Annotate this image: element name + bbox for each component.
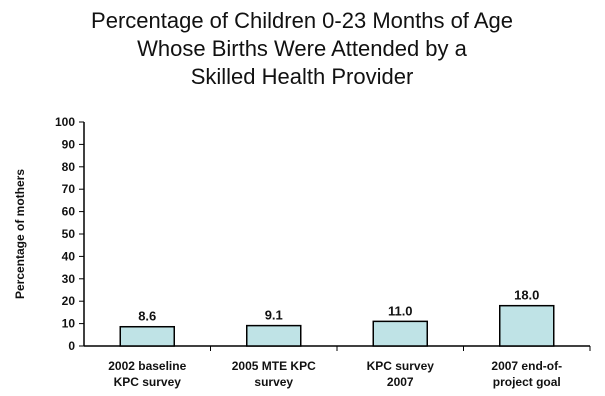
bar	[246, 324, 302, 347]
y-tick-label: 20	[62, 294, 76, 308]
x-category-label: 2005 MTE KPC	[232, 359, 316, 373]
bar	[119, 325, 175, 347]
bar	[499, 304, 555, 347]
y-tick-label: 10	[62, 317, 76, 331]
y-tick-label: 60	[62, 205, 76, 219]
y-tick-label: 70	[62, 182, 76, 196]
x-category-label: 2007	[387, 375, 414, 389]
chart-title-line: Percentage of Children 0-23 Months of Ag…	[91, 8, 513, 33]
x-category-label: 2007 end-of-	[491, 359, 562, 373]
y-tick-label: 0	[68, 339, 75, 353]
bar-data-label: 8.6	[138, 309, 156, 324]
bar-data-label: 9.1	[265, 308, 283, 323]
y-tick-label: 100	[55, 115, 75, 129]
x-category-label: project goal	[493, 375, 561, 389]
y-tick-label: 90	[62, 137, 76, 151]
y-tick-label: 50	[62, 227, 76, 241]
bar-data-label: 11.0	[388, 303, 413, 318]
chart-title-line: Skilled Health Provider	[191, 64, 414, 89]
y-tick-label: 30	[62, 272, 76, 286]
x-category-label: survey	[254, 375, 293, 389]
y-tick-label: 80	[62, 160, 76, 174]
x-category-label: 2002 baseline	[108, 359, 186, 373]
bar	[372, 320, 428, 347]
y-tick-label: 40	[62, 249, 76, 263]
bar-data-label: 18.0	[514, 288, 539, 303]
x-category-label: KPC survey	[114, 375, 182, 389]
x-category-label: KPC survey	[367, 359, 435, 373]
y-axis-label: Percentage of mothers	[13, 169, 27, 299]
chart-title-line: Whose Births Were Attended by a	[137, 36, 468, 61]
